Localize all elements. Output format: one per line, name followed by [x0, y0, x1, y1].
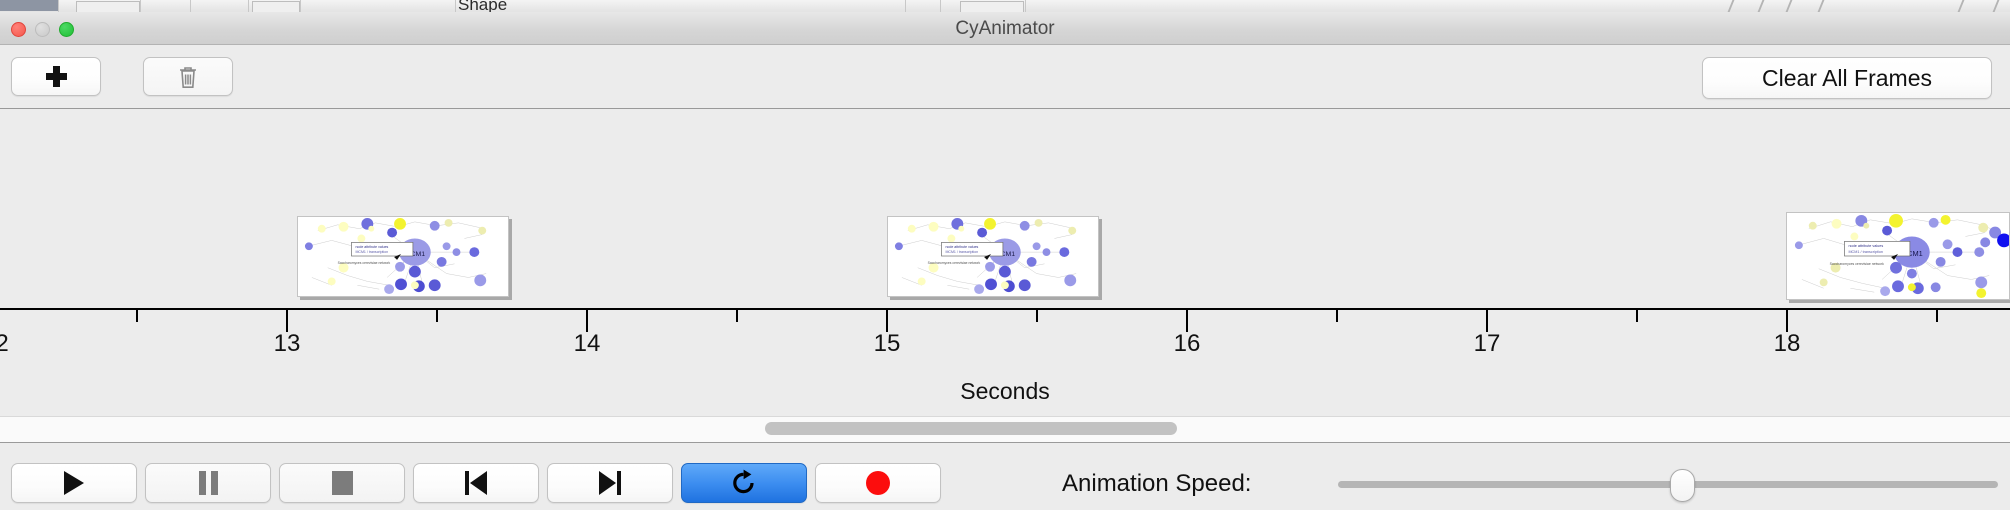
delete-frame-button[interactable] — [143, 57, 233, 96]
clear-all-frames-button[interactable]: Clear All Frames — [1702, 57, 1992, 99]
svg-text:MCM1 / transcription: MCM1 / transcription — [1848, 250, 1883, 254]
axis-tick-label: 13 — [273, 330, 301, 357]
background-window-label: Shape — [458, 0, 508, 12]
background-cell — [252, 1, 300, 12]
stop-button[interactable] — [279, 463, 405, 503]
background-tick — [1992, 0, 2000, 12]
axis-minor-tick — [1036, 310, 1038, 322]
pause-button[interactable] — [145, 463, 271, 503]
slider-knob[interactable] — [1670, 469, 1696, 502]
loop-icon — [733, 469, 754, 494]
list-item[interactable]: MCM1 — [1786, 212, 2010, 300]
axis-minor-tick — [436, 310, 438, 322]
background-selected-cell — [0, 0, 58, 11]
background-separator — [300, 0, 301, 12]
background-cell — [76, 1, 140, 12]
background-tick — [1727, 0, 1735, 12]
network-thumbnail: MCM1 — [894, 217, 1077, 295]
axis-minor-tick — [136, 310, 138, 322]
svg-text:node attribute values: node attribute values — [1848, 244, 1883, 248]
axis-tick-label: 15 — [873, 330, 901, 357]
svg-text:MCM1 / transcription: MCM1 / transcription — [945, 250, 978, 254]
scrollbar-thumb[interactable] — [765, 422, 1177, 435]
pause-icon — [198, 471, 218, 495]
axis-tick-label: 16 — [1173, 330, 1201, 357]
background-separator — [455, 0, 456, 12]
animation-speed-slider[interactable] — [1338, 469, 2010, 502]
svg-text:MCM1 / transcription: MCM1 / transcription — [355, 250, 388, 254]
background-tick — [1817, 0, 1825, 12]
window-controls — [11, 22, 74, 37]
axis-minor-tick — [1936, 310, 1938, 322]
background-separator — [190, 0, 191, 12]
clear-all-frames-label: Clear All Frames — [1762, 64, 1932, 91]
play-button[interactable] — [11, 463, 137, 503]
axis-major-tick — [286, 310, 288, 332]
svg-text:Saccharomyces cerevisiae netwo: Saccharomyces cerevisiae network — [338, 261, 391, 265]
svg-text:Saccharomyces cerevisiae netwo: Saccharomyces cerevisiae network — [1830, 262, 1885, 266]
background-separator — [940, 0, 941, 12]
maximize-button[interactable] — [59, 22, 74, 37]
animation-speed-label: Animation Speed: — [1062, 470, 1252, 497]
stop-icon — [331, 471, 353, 495]
svg-text:node attribute values: node attribute values — [355, 245, 388, 249]
minimize-button[interactable] — [35, 22, 50, 37]
axis-tick-label: 14 — [573, 330, 601, 357]
trash-icon — [180, 66, 196, 88]
skip-forward-button[interactable] — [547, 463, 673, 503]
record-icon — [866, 471, 890, 495]
toolbar — [0, 45, 2010, 109]
play-icon — [64, 471, 84, 495]
svg-text:node attribute values: node attribute values — [945, 245, 978, 249]
background-separator — [248, 0, 249, 12]
network-thumbnail: MCM1 — [1794, 213, 2009, 299]
background-tick — [1757, 0, 1765, 12]
skip-backward-icon — [465, 471, 487, 495]
add-frame-button[interactable] — [11, 57, 101, 96]
timeline-panel[interactable]: MCM1 — [0, 109, 2010, 415]
axis-tick-label: 17 — [1473, 330, 1501, 357]
axis-major-tick — [1786, 310, 1788, 332]
svg-text:Saccharomyces cerevisiae netwo: Saccharomyces cerevisiae network — [928, 261, 981, 265]
horizontal-scrollbar[interactable] — [0, 416, 2010, 442]
timeline-axis — [0, 308, 2010, 310]
axis-minor-tick — [736, 310, 738, 322]
titlebar[interactable]: CyAnimator — [0, 12, 2010, 45]
list-item[interactable]: MCM1 — [887, 216, 1099, 297]
background-window-strip: Shape — [0, 0, 2010, 12]
network-thumbnail: MCM1 — [304, 217, 487, 295]
axis-tick-label: 18 — [1773, 330, 1801, 357]
slider-track[interactable] — [1338, 481, 1998, 488]
axis-major-tick — [586, 310, 588, 332]
background-separator — [58, 0, 59, 12]
svg-text:MCM1: MCM1 — [995, 251, 1016, 258]
plus-icon — [45, 66, 67, 87]
background-separator — [1025, 0, 1026, 12]
skip-backward-button[interactable] — [413, 463, 539, 503]
axis-tick-label: 2 — [0, 330, 9, 357]
svg-text:MCM1: MCM1 — [405, 251, 426, 258]
axis-minor-tick — [1336, 310, 1338, 322]
page-title: CyAnimator — [955, 18, 1055, 39]
record-button[interactable] — [815, 463, 941, 503]
background-separator — [140, 0, 141, 12]
background-tick — [1957, 0, 1965, 12]
axis-minor-tick — [1636, 310, 1638, 322]
axis-major-tick — [1486, 310, 1488, 332]
loop-button[interactable] — [681, 463, 807, 503]
list-item[interactable]: MCM1 — [297, 216, 509, 297]
axis-major-tick — [1186, 310, 1188, 332]
axis-major-tick — [886, 310, 888, 332]
close-button[interactable] — [11, 22, 26, 37]
svg-text:MCM1: MCM1 — [1901, 249, 1923, 258]
background-separator — [905, 0, 906, 12]
background-tick — [1785, 0, 1793, 12]
skip-forward-icon — [599, 471, 621, 495]
background-cell — [960, 1, 1024, 12]
axis-title: Seconds — [960, 378, 1050, 404]
